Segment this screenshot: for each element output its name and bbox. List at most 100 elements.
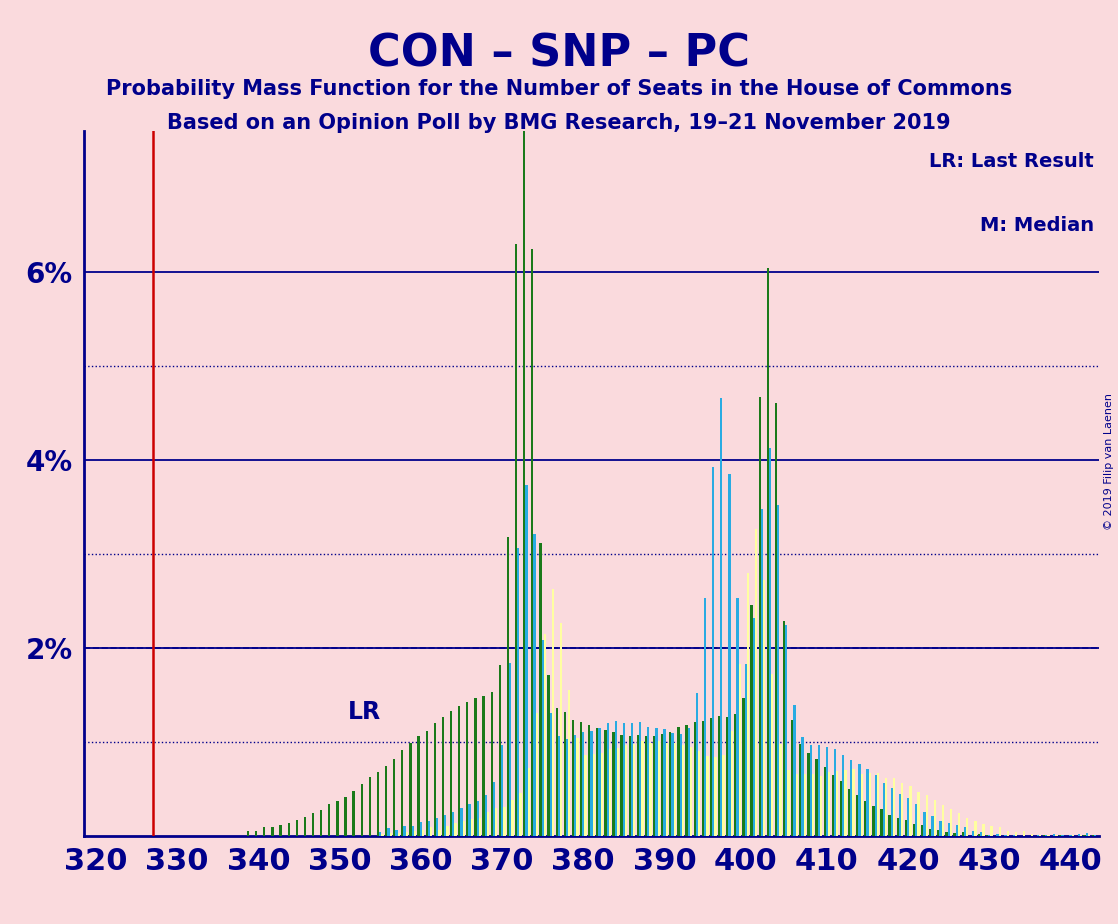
Bar [828, 772, 831, 836]
Bar [471, 819, 473, 836]
Bar [958, 813, 960, 836]
Bar [817, 745, 819, 836]
Bar [503, 808, 505, 836]
Bar [972, 831, 974, 836]
Bar [859, 764, 861, 836]
Bar [556, 708, 558, 836]
Bar [869, 773, 871, 836]
Bar [916, 804, 918, 836]
Bar [986, 834, 988, 836]
Bar [779, 744, 781, 836]
Bar [377, 772, 379, 836]
Bar [487, 812, 490, 836]
Bar [385, 766, 387, 836]
Bar [596, 727, 598, 836]
Bar [834, 749, 836, 836]
Bar [752, 618, 755, 836]
Bar [899, 794, 901, 836]
Bar [543, 634, 546, 836]
Bar [1055, 834, 1058, 836]
Bar [637, 735, 639, 836]
Bar [461, 808, 463, 836]
Bar [650, 744, 652, 836]
Bar [880, 809, 882, 836]
Bar [685, 725, 688, 836]
Bar [647, 726, 650, 836]
Bar [571, 720, 574, 836]
Bar [468, 805, 471, 836]
Bar [525, 485, 528, 836]
Bar [511, 800, 513, 836]
Bar [550, 713, 552, 836]
Bar [523, 59, 525, 836]
Bar [430, 827, 433, 836]
Bar [361, 784, 363, 836]
Bar [702, 721, 704, 836]
Bar [568, 690, 570, 836]
Bar [755, 529, 757, 836]
Bar [988, 835, 991, 836]
Bar [604, 730, 607, 836]
Bar [428, 821, 430, 836]
Text: LR: Last Result: LR: Last Result [929, 152, 1093, 171]
Bar [449, 711, 452, 836]
Bar [937, 830, 939, 836]
Bar [964, 827, 966, 836]
Bar [463, 821, 465, 836]
Bar [842, 755, 844, 836]
Bar [615, 722, 617, 836]
Bar [623, 723, 625, 836]
Bar [731, 732, 733, 836]
Bar [491, 692, 493, 836]
Bar [1083, 835, 1086, 836]
Bar [787, 770, 789, 836]
Bar [864, 801, 866, 836]
Bar [946, 833, 948, 836]
Bar [764, 579, 766, 836]
Bar [792, 720, 794, 836]
Bar [642, 741, 644, 836]
Bar [518, 548, 520, 836]
Bar [337, 801, 339, 836]
Bar [533, 534, 536, 836]
Bar [913, 824, 916, 836]
Bar [1038, 835, 1040, 836]
Bar [775, 403, 777, 836]
Bar [761, 509, 764, 836]
Bar [287, 823, 290, 836]
Bar [934, 799, 936, 836]
Bar [897, 818, 899, 836]
Bar [398, 833, 400, 836]
Bar [263, 827, 265, 836]
Bar [566, 739, 568, 836]
Bar [655, 728, 657, 836]
Bar [563, 711, 566, 836]
Bar [255, 831, 257, 836]
Bar [406, 833, 408, 836]
Bar [852, 769, 854, 836]
Bar [304, 817, 306, 836]
Bar [847, 789, 850, 836]
Bar [620, 736, 623, 836]
Bar [939, 821, 941, 836]
Bar [742, 698, 745, 836]
Bar [728, 474, 731, 836]
Bar [458, 706, 461, 836]
Bar [417, 736, 419, 836]
Bar [929, 829, 931, 836]
Text: M: Median: M: Median [979, 216, 1093, 235]
Bar [809, 745, 812, 836]
Bar [479, 818, 481, 836]
Bar [560, 623, 562, 836]
Bar [536, 712, 538, 836]
Bar [404, 826, 406, 836]
Bar [1031, 834, 1033, 836]
Bar [1061, 835, 1063, 836]
Bar [593, 754, 595, 836]
Bar [1015, 832, 1017, 836]
Bar [950, 809, 953, 836]
Bar [1070, 835, 1072, 836]
Bar [520, 793, 522, 836]
Bar [695, 693, 698, 836]
Bar [483, 697, 485, 836]
